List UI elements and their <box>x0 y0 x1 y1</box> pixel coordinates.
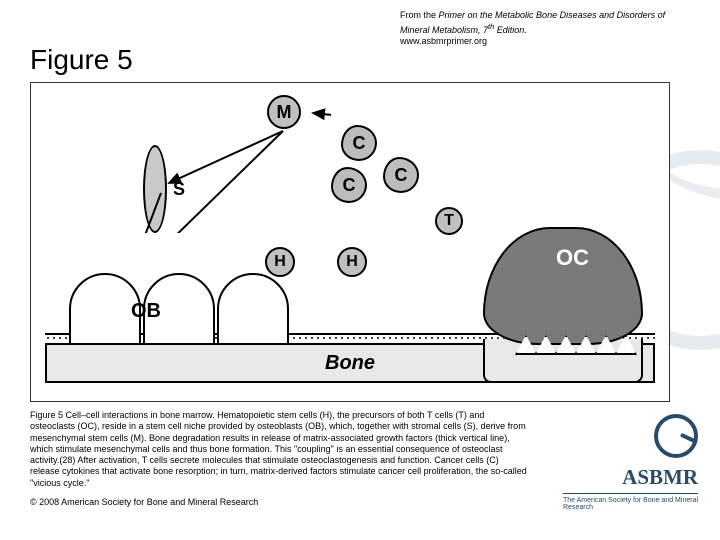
source-citation: From the Primer on the Metabolic Bone Di… <box>400 10 680 48</box>
arrows-layer <box>31 83 331 233</box>
source-prefix: From the <box>400 10 439 20</box>
slide-root: From the Primer on the Metabolic Bone Di… <box>0 0 720 540</box>
source-url: www.asbmrprimer.org <box>400 36 487 46</box>
cell-H2: H <box>337 247 367 277</box>
bone-label: Bone <box>325 352 375 375</box>
source-edition-tail: Edition. <box>494 25 527 35</box>
cell-C1: C <box>341 125 377 161</box>
asbmr-logo-block: ASBMR The American Society for Bone and … <box>563 414 698 512</box>
asbmr-logo-text: ASBMR <box>563 465 698 490</box>
oc-label: OC <box>556 245 589 271</box>
source-title: Primer on the Metabolic Bone Diseases an… <box>400 10 665 35</box>
cell-C3: C <box>383 157 419 193</box>
ob-label: OB <box>131 300 161 323</box>
asbmr-logo-icon <box>654 414 698 458</box>
oc-ruffled-border <box>517 335 637 355</box>
cell-C2: C <box>331 167 367 203</box>
osteoblast <box>217 273 289 345</box>
cell-H1: H <box>265 247 295 277</box>
figure-diagram: Bone OB OC MSTCCCHH <box>30 82 670 402</box>
cell-T: T <box>435 207 463 235</box>
figure-title: Figure 5 <box>30 44 690 76</box>
asbmr-logo-tagline: The American Society for Bone and Minera… <box>563 493 698 512</box>
figure-caption: Figure 5 Cell–cell interactions in bone … <box>30 410 530 489</box>
